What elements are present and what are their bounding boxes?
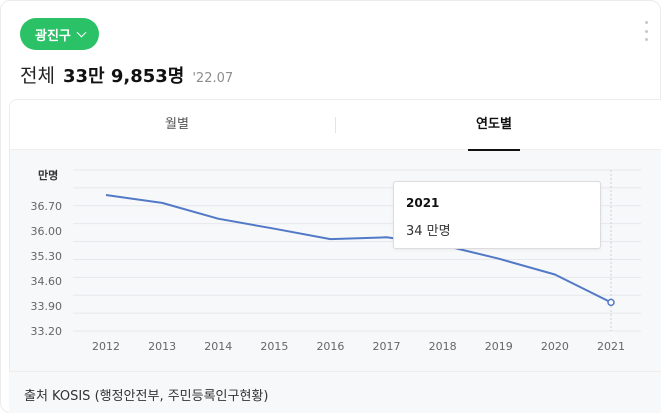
x-tick-label: 2013 xyxy=(148,340,176,353)
y-unit-label: 만명 xyxy=(38,168,58,182)
x-tick-label: 2014 xyxy=(204,340,232,353)
x-tick-label: 2020 xyxy=(541,340,569,353)
chart-tooltip: 2021 34 만명 xyxy=(393,181,601,249)
source-footer xyxy=(9,371,661,413)
tooltip-value: 34 만명 xyxy=(406,224,451,239)
highlighted-data-point xyxy=(607,298,615,307)
region-select-button[interactable]: 광진구 xyxy=(20,18,99,50)
region-label: 광진구 xyxy=(35,28,71,44)
x-tick-label: 2012 xyxy=(92,340,120,353)
x-tick-label: 2016 xyxy=(316,340,344,353)
x-tick-label: 2017 xyxy=(373,340,401,353)
y-tick-label: 34.60 xyxy=(31,275,63,288)
y-tick-label: 33.90 xyxy=(31,300,63,313)
data-source: 출처 KOSIS (행정안전부, 주민등록인구현황) xyxy=(24,389,269,404)
y-tick-label: 36.70 xyxy=(31,200,63,213)
reference-date: '22.07 xyxy=(192,71,234,86)
total-label: 전체 xyxy=(20,65,55,87)
footer-divider xyxy=(9,371,661,372)
x-tick-label: 2019 xyxy=(485,340,513,353)
tab-divider xyxy=(335,117,336,133)
population-series-line xyxy=(105,194,612,304)
tooltip-year: 2021 xyxy=(406,196,440,210)
period-tabs: 월별 연도별 xyxy=(10,100,661,151)
tab-monthly[interactable]: 월별 xyxy=(10,100,344,150)
tab-yearly-label: 연도별 xyxy=(476,117,512,132)
tab-yearly[interactable]: 연도별 xyxy=(468,100,520,151)
y-tick-label: 36.00 xyxy=(31,225,63,238)
x-tick-label: 2018 xyxy=(429,340,457,353)
y-tick-label: 33.20 xyxy=(31,325,63,338)
y-tick-label: 35.30 xyxy=(31,250,63,263)
tab-monthly-label: 월별 xyxy=(165,117,189,132)
x-tick-label: 2021 xyxy=(597,340,625,353)
chart-panel: 월별 연도별 xyxy=(9,99,661,413)
x-tick-label: 2015 xyxy=(260,340,288,353)
population-headline: 전체 33만 9,853명 '22.07 xyxy=(20,61,233,88)
total-value: 33만 9,853명 xyxy=(62,66,185,87)
more-options-icon[interactable] xyxy=(642,21,650,41)
active-tab-indicator xyxy=(468,149,520,151)
